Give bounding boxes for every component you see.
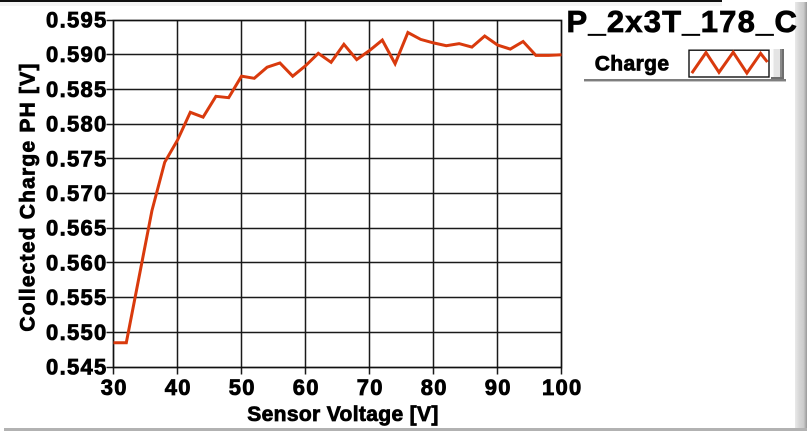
svg-text:0.545: 0.545 bbox=[46, 355, 108, 380]
svg-text:30: 30 bbox=[101, 375, 128, 400]
svg-text:Charge: Charge bbox=[595, 53, 670, 76]
svg-text:Collected Charge PH [V]: Collected Charge PH [V] bbox=[17, 62, 40, 331]
svg-text:100: 100 bbox=[542, 375, 583, 400]
svg-text:0.595: 0.595 bbox=[46, 8, 108, 33]
svg-text:0.570: 0.570 bbox=[46, 181, 108, 206]
svg-text:0.565: 0.565 bbox=[46, 216, 108, 241]
svg-text:0.590: 0.590 bbox=[46, 42, 108, 67]
svg-text:0.555: 0.555 bbox=[46, 285, 108, 310]
svg-text:Sensor Voltage [V]: Sensor Voltage [V] bbox=[247, 403, 438, 426]
svg-text:0.550: 0.550 bbox=[46, 320, 108, 345]
svg-text:50: 50 bbox=[229, 375, 256, 400]
svg-text:0.580: 0.580 bbox=[46, 112, 108, 137]
svg-text:0.585: 0.585 bbox=[46, 77, 108, 102]
svg-text:70: 70 bbox=[357, 375, 384, 400]
svg-text:0.575: 0.575 bbox=[46, 146, 108, 171]
svg-text:40: 40 bbox=[165, 375, 192, 400]
svg-text:90: 90 bbox=[485, 375, 512, 400]
svg-text:P_2x3T_178_C: P_2x3T_178_C bbox=[567, 4, 799, 39]
svg-text:0.560: 0.560 bbox=[46, 250, 108, 275]
svg-text:60: 60 bbox=[293, 375, 320, 400]
svg-text:80: 80 bbox=[421, 375, 448, 400]
